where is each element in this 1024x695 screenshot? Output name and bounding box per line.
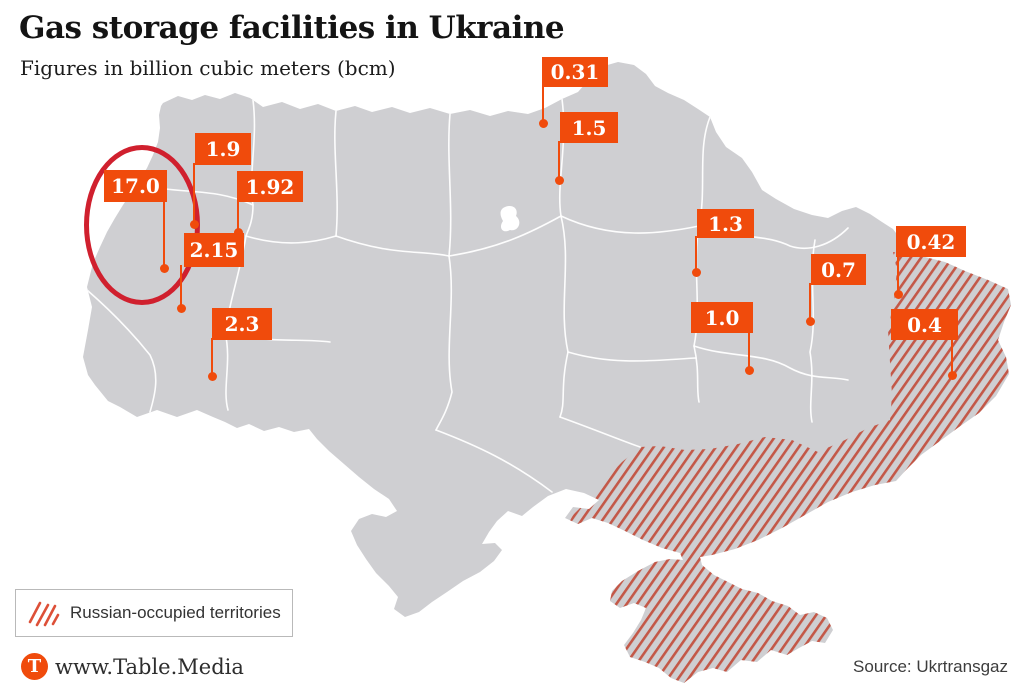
facility-dot	[691, 267, 701, 277]
facility-dot	[207, 371, 217, 381]
facility-value-label: 0.42	[896, 226, 966, 257]
page-title: Gas storage facilities in Ukraine	[19, 10, 565, 46]
facility-pointer-line	[180, 265, 182, 308]
facility-pointer-line	[193, 163, 195, 224]
facility-value-label: 2.3	[212, 308, 272, 340]
facility-dot	[189, 219, 199, 229]
facility-value-label: 1.0	[691, 302, 753, 333]
kyiv-reservoir	[500, 206, 520, 232]
logo-letter: T	[27, 656, 42, 677]
facility-value-label: 1.3	[697, 209, 754, 238]
facility-pointer-line	[809, 283, 811, 321]
highlight-ellipse	[84, 145, 200, 305]
facility-value-label: 1.92	[237, 171, 303, 202]
facility-pointer-line	[558, 141, 560, 180]
legend-box: Russian-occupied territories	[15, 589, 293, 637]
legend-label: Russian-occupied territories	[70, 603, 281, 622]
facility-value-label: 1.5	[560, 112, 618, 143]
facility-pointer-line	[237, 200, 239, 232]
facility-pointer-line	[951, 338, 953, 375]
facility-value-label: 0.4	[891, 309, 958, 340]
table-media-logo: T	[21, 653, 48, 680]
facility-dot	[538, 118, 548, 128]
facility-pointer-line	[897, 255, 899, 294]
facility-value-label: 2.15	[184, 233, 244, 267]
facility-value-label: 0.31	[542, 57, 608, 87]
facility-dot	[176, 303, 186, 313]
facility-value-label: 17.0	[104, 170, 167, 202]
facility-dot	[554, 175, 564, 185]
facility-pointer-line	[748, 331, 750, 370]
facility-pointer-line	[695, 236, 697, 272]
facility-dot	[947, 370, 957, 380]
facility-dot	[744, 365, 754, 375]
hatch-swatch-icon	[28, 601, 60, 627]
facility-pointer-line	[211, 338, 213, 376]
facility-pointer-line	[163, 200, 165, 268]
facility-dot	[805, 316, 815, 326]
facility-dot	[233, 227, 243, 237]
facility-dot	[893, 289, 903, 299]
footer-website: www.Table.Media	[55, 655, 244, 679]
facility-value-label: 1.9	[195, 133, 251, 165]
facility-dot	[159, 263, 169, 273]
facility-pointer-line	[542, 85, 544, 123]
source-attribution: Source: Ukrtransgaz	[853, 657, 1008, 676]
facility-value-label: 0.7	[811, 254, 866, 285]
page-subtitle: Figures in billion cubic meters (bcm)	[20, 56, 396, 80]
